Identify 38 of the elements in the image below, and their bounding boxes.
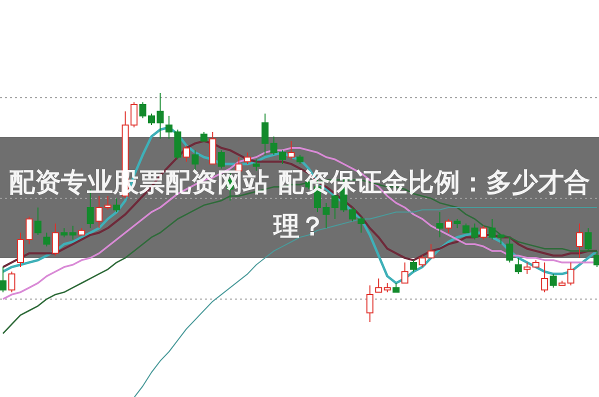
- candlestick: [497, 234, 504, 245]
- candlestick: [244, 152, 252, 164]
- candlestick: [43, 232, 50, 247]
- candlestick: [96, 196, 103, 229]
- candlestick: [60, 228, 68, 238]
- candlestick: [392, 282, 400, 293]
- candlestick: [514, 257, 522, 274]
- candlestick: [218, 150, 225, 170]
- candlestick: [480, 225, 487, 240]
- candlestick: [262, 113, 269, 156]
- candlestick: [541, 262, 548, 293]
- candlestick: [410, 260, 418, 272]
- candlestick: [506, 236, 514, 263]
- candlestick: [445, 218, 452, 234]
- candlestick: [384, 282, 391, 293]
- candlestick: [401, 262, 408, 284]
- candlestick: [69, 225, 76, 240]
- candlestick: [296, 154, 304, 164]
- candlestick: [34, 207, 42, 236]
- candlestick: [524, 262, 531, 274]
- candlestick: [235, 156, 242, 172]
- candlestick: [182, 145, 190, 162]
- candlestick: [584, 228, 592, 252]
- candlestick: [200, 131, 208, 142]
- candlestick: [113, 198, 120, 213]
- candlestick: [436, 212, 444, 238]
- candlestick: [488, 218, 496, 240]
- candlestick: [550, 273, 557, 288]
- candlestick: [52, 223, 59, 256]
- candlestick: [104, 196, 112, 210]
- candlestick: [454, 218, 461, 229]
- candlestick: [0, 266, 6, 293]
- candlestick: [8, 271, 16, 293]
- candlestick: [576, 223, 584, 258]
- candlestick: [288, 140, 295, 160]
- candlestick: [366, 284, 374, 322]
- candlestick: [375, 278, 382, 293]
- candlestick: [567, 262, 574, 286]
